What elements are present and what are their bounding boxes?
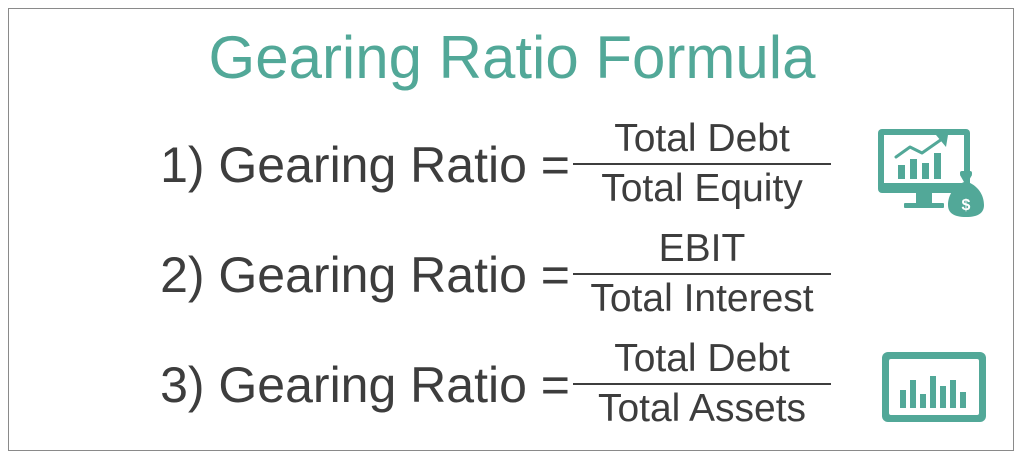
formula-3-numerator: Total Debt (614, 337, 790, 380)
formula-3-fraction: Total Debt Total Assets (573, 335, 831, 435)
formula-3-denominator: Total Assets (597, 387, 807, 430)
formula-2-numerator: EBIT (658, 227, 746, 270)
formula-1-fraction-bar (573, 163, 831, 165)
formula-3: 3) Gearing Ratio = Total Debt Total Asse… (0, 335, 860, 435)
formula-2-lhs: 2) Gearing Ratio = (160, 247, 570, 303)
formula-1: 1) Gearing Ratio = Total Debt Total Equi… (0, 115, 860, 215)
monitor-growth-chart-money-bag-icon: $ (876, 127, 988, 219)
dashboard-bar-chart-icon (880, 350, 988, 424)
formula-1-lhs: 1) Gearing Ratio = (160, 137, 570, 193)
formula-1-numerator: Total Debt (614, 117, 790, 160)
diagram-title: Gearing Ratio Formula (208, 24, 816, 91)
formula-3-lhs: 3) Gearing Ratio = (160, 357, 570, 413)
formula-2-denominator: Total Interest (590, 277, 814, 320)
formula-2-fraction-bar (573, 273, 831, 275)
formula-1-fraction: Total Debt Total Equity (573, 115, 831, 215)
formula-2-fraction: EBIT Total Interest (573, 225, 831, 325)
formula-2: 2) Gearing Ratio = EBIT Total Interest (0, 225, 860, 325)
dollar-sign-glyph: $ (962, 197, 971, 214)
formula-1-denominator: Total Equity (601, 167, 803, 210)
diagram-frame (8, 8, 1014, 451)
formula-3-fraction-bar (573, 383, 831, 385)
